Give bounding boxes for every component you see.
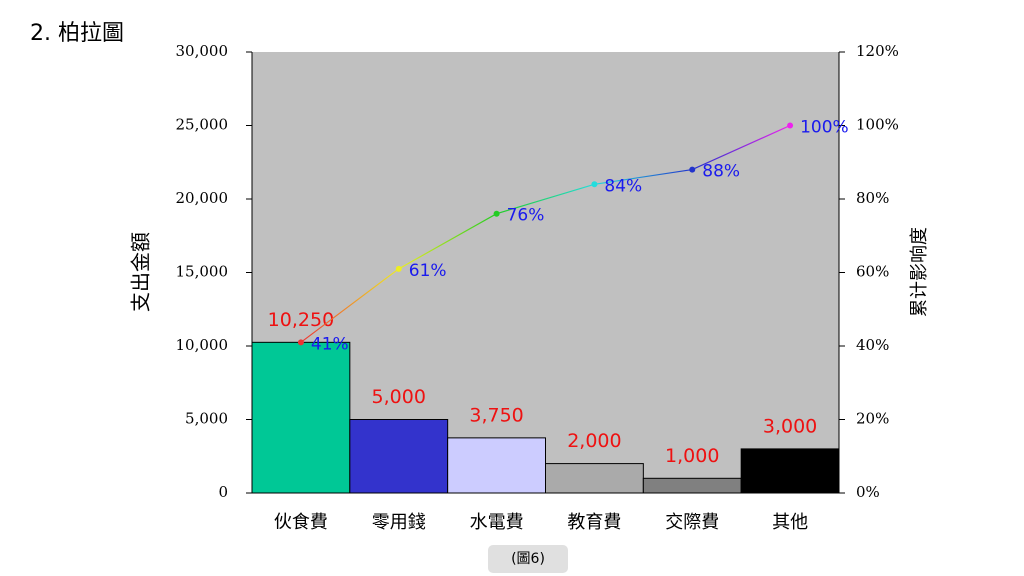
y-tick-label: 5,000	[185, 410, 228, 428]
x-tick-label: 伙食費	[274, 512, 328, 533]
data-label: 2,000	[567, 430, 621, 452]
caption: (圖6)	[511, 551, 545, 567]
data-label: 100%	[800, 118, 849, 138]
y-tick-label: 15,000	[176, 263, 229, 281]
y2-tick-label: 100%	[856, 116, 899, 134]
data-label: 61%	[409, 261, 447, 281]
bar	[251, 341, 351, 494]
x-tick-label: 交際費	[665, 512, 719, 533]
x-tick-label: 水電費	[470, 512, 524, 533]
line-marker	[297, 339, 304, 346]
bar	[447, 437, 546, 494]
data-label: 76%	[507, 206, 545, 226]
y2-tick-label: 80%	[856, 189, 889, 207]
y-tick-label: 10,000	[176, 336, 229, 354]
data-label: 1,000	[665, 445, 719, 467]
chart-title: 2. 柏拉圖	[30, 21, 124, 46]
y2-tick-label: 60%	[856, 263, 889, 281]
y2-tick-label: 40%	[856, 336, 889, 354]
bar	[642, 477, 742, 494]
line-marker	[493, 210, 500, 217]
data-label: 84%	[604, 176, 642, 196]
y-tick-label: 20,000	[176, 189, 229, 207]
x-tick-label: 其他	[772, 512, 808, 533]
data-label: 88%	[702, 162, 740, 182]
y-tick-label: 0	[218, 483, 228, 501]
line-marker	[591, 181, 598, 188]
bar	[545, 463, 644, 494]
x-tick-label: 教育費	[567, 512, 621, 533]
y2-axis-title: 累计影响度	[909, 227, 930, 317]
bar	[740, 448, 840, 494]
y-tick-label: 30,000	[176, 42, 229, 60]
data-label: 41%	[311, 334, 349, 354]
bar	[349, 419, 449, 494]
y2-tick-label: 120%	[856, 42, 899, 60]
data-label: 5,000	[372, 386, 426, 408]
line-marker	[689, 166, 696, 173]
data-label: 3,750	[469, 404, 523, 426]
line-marker	[787, 122, 794, 129]
y2-tick-label: 20%	[856, 410, 889, 428]
data-label: 3,000	[763, 415, 817, 437]
line	[300, 124, 791, 343]
caption-box	[488, 545, 568, 573]
y-axis-title: 支出金額	[129, 232, 153, 312]
y2-tick-label: 0%	[856, 483, 880, 501]
x-tick-label: 零用錢	[372, 512, 426, 533]
y-tick-label: 25,000	[176, 116, 229, 134]
data-label: 10,250	[268, 309, 334, 331]
line-marker	[395, 265, 402, 272]
